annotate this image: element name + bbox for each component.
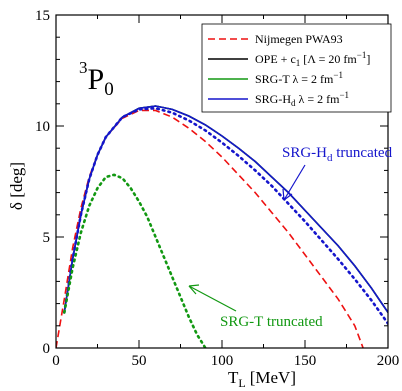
series-srg-t-2-fm-1 [63, 105, 388, 313]
annotation-srg-t-truncated: SRG-T truncated [220, 314, 323, 330]
x-axis-label-sub: L [238, 376, 245, 390]
series-srg-hd-truncated [63, 106, 388, 325]
partial-wave-label: 3P0 [79, 58, 114, 100]
x-tick-label: 100 [211, 353, 234, 369]
annotation-arrow-srg-hd [283, 164, 306, 201]
x-tick-label: 0 [52, 353, 60, 369]
y-tick-label: 0 [43, 341, 51, 357]
y-tick-label: 10 [35, 119, 50, 135]
annotation-srg-hd-truncated: SRG-Hd truncated [282, 145, 393, 164]
x-axis-label: TL [MeV] [228, 368, 296, 390]
legend-label-srg-hd: SRG-Hd λ = 2 fm−1 [255, 90, 349, 108]
partial-wave-sub: 0 [104, 79, 114, 100]
y-tick-label: 15 [35, 8, 50, 24]
x-axis-label-unit: [MeV] [250, 368, 296, 387]
annotation-arrow-srg-t [188, 285, 237, 312]
x-tick-label: 150 [294, 353, 317, 369]
series-nijmegen-pwa93 [56, 109, 364, 348]
legend-label-nijmegen: Nijmegen PWA93 [255, 32, 343, 46]
legend: Nijmegen PWA93 OPE + c1 [Λ = 20 fm−1] SR… [201, 23, 392, 113]
y-tick-label: 5 [43, 230, 51, 246]
y-axis-label: δ [deg] [7, 162, 26, 210]
annotation-arrowhead-srg-t [188, 284, 200, 295]
curves-layer [56, 105, 388, 348]
series-srg-t-truncated [63, 173, 207, 348]
series-ope-c1-20-fm-1 [63, 105, 388, 313]
axis-ticks: 0 50 100 150 200 0 5 10 15 [35, 8, 399, 369]
annotation-arrowhead-srg-hd [282, 188, 293, 201]
x-axis-label-main: T [228, 368, 239, 387]
x-tick-label: 200 [377, 353, 400, 369]
x-tick-label: 50 [132, 353, 147, 369]
series-srg-hd-2-fm-1 [63, 105, 388, 313]
partial-wave-sup: 3 [79, 58, 88, 77]
legend-label-srg-t: SRG-T λ = 2 fm−1 [255, 70, 343, 86]
legend-label-ope-c1: OPE + c1 [Λ = 20 fm−1] [255, 50, 370, 68]
partial-wave-main: P [88, 63, 105, 96]
